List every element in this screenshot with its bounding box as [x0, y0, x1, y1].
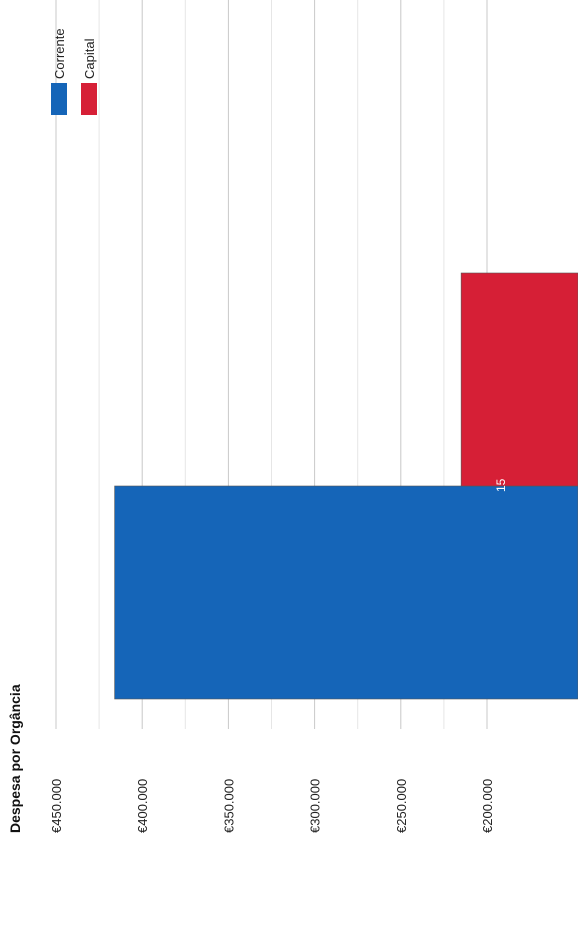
bars: 15 [114, 272, 578, 700]
y-tick-label: €300.000 [308, 779, 323, 833]
category-label: 15 [494, 478, 508, 492]
legend-swatch-corrente [51, 83, 67, 115]
legend: Corrente Capital [51, 28, 97, 115]
bar-capital [460, 272, 578, 487]
y-tick-label: €400.000 [135, 779, 150, 833]
legend-swatch-capital [81, 83, 97, 115]
chart-title: Despesa por Orgância [7, 684, 23, 833]
legend-label-corrente: Corrente [52, 28, 67, 79]
y-axis-tick-labels: €450.000 €400.000 €350.000 €300.000 €250.000… [49, 779, 495, 833]
y-tick-label: €200.000 [480, 779, 495, 833]
y-tick-label: €450.000 [49, 779, 64, 833]
bar-corrente [114, 485, 578, 700]
y-tick-label: €250.000 [394, 779, 409, 833]
legend-label-capital: Capital [82, 38, 97, 79]
y-tick-label: €350.000 [221, 779, 236, 833]
